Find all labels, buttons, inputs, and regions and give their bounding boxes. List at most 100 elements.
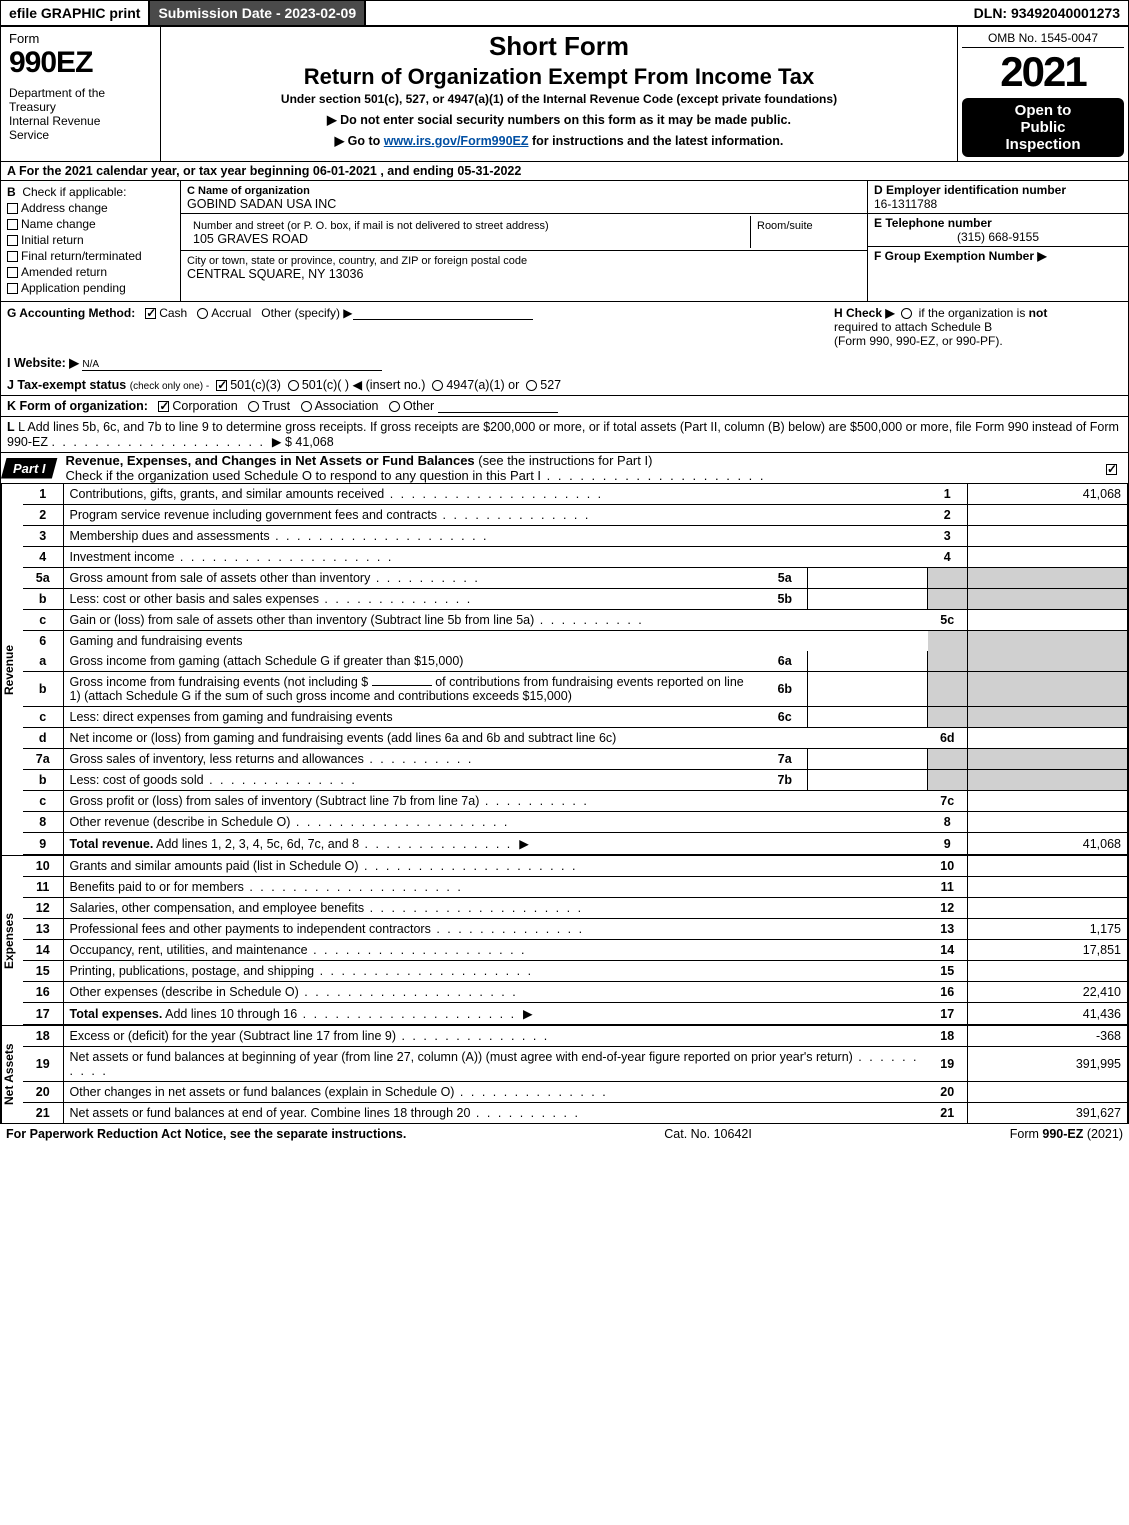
fundraising-amount-field[interactable] (372, 685, 432, 686)
c-street: Number and street (or P. O. box, if mail… (187, 216, 751, 248)
row-9: 9 Total revenue. Add lines 1, 2, 3, 4, 5… (23, 833, 1128, 855)
return-subtitle: Under section 501(c), 527, or 4947(a)(1)… (169, 92, 949, 106)
form-word: Form (9, 31, 152, 46)
top-bar-left: efile GRAPHIC print Submission Date - 20… (1, 1, 366, 25)
chk-4947[interactable] (432, 380, 443, 391)
top-bar: efile GRAPHIC print Submission Date - 20… (0, 0, 1129, 26)
chk-corporation[interactable] (158, 401, 169, 412)
row-12: 12 Salaries, other compensation, and emp… (23, 898, 1128, 919)
row-2: 2 Program service revenue including gove… (23, 505, 1128, 526)
revenue-section: Revenue 1 Contributions, gifts, grants, … (1, 484, 1128, 856)
chk-amended-return[interactable]: Amended return (7, 265, 174, 279)
chk-association[interactable] (301, 401, 312, 412)
row-7a: 7a Gross sales of inventory, less return… (23, 749, 1128, 770)
part1-schedule-o-checkbox[interactable] (1106, 461, 1120, 476)
part1-header: Part I Revenue, Expenses, and Changes in… (1, 452, 1128, 484)
row-14: 14 Occupancy, rent, utilities, and maint… (23, 940, 1128, 961)
header-right: OMB No. 1545-0047 2021 Open toPublicInsp… (958, 27, 1128, 161)
line-j: J Tax-exempt status (check only one) - 5… (1, 374, 1128, 395)
d-ein: D Employer identification number 16-1311… (868, 181, 1128, 214)
row-7b: b Less: cost of goods sold 7b (23, 770, 1128, 791)
line-l: L L Add lines 5b, 6c, and 7b to line 9 t… (1, 417, 1128, 452)
header-left: Form 990EZ Department of theTreasuryInte… (1, 27, 161, 161)
revenue-body: 1 Contributions, gifts, grants, and simi… (23, 484, 1128, 855)
col-b: B Check if applicable: Address change Na… (1, 181, 181, 301)
col-def: D Employer identification number 16-1311… (868, 181, 1128, 301)
row-19: 19 Net assets or fund balances at beginn… (23, 1047, 1128, 1082)
c-name-val: GOBIND SADAN USA INC (187, 197, 336, 211)
c-city-val: CENTRAL SQUARE, NY 13036 (187, 267, 363, 281)
row-5c: c Gain or (loss) from sale of assets oth… (23, 610, 1128, 631)
c-city: City or town, state or province, country… (181, 251, 867, 283)
instruction-1: ▶ Do not enter social security numbers o… (169, 112, 949, 127)
expenses-section: Expenses 10 Grants and similar amounts p… (1, 856, 1128, 1026)
chk-501c[interactable] (288, 380, 299, 391)
page-footer: For Paperwork Reduction Act Notice, see … (0, 1124, 1129, 1144)
form-number: 990EZ (9, 46, 152, 80)
netassets-table: 18 Excess or (deficit) for the year (Sub… (23, 1026, 1128, 1123)
h-label: H Check ▶ (834, 306, 895, 320)
instruction-2: ▶ Go to www.irs.gov/Form990EZ for instru… (169, 133, 949, 148)
i-label: I Website: ▶ (7, 356, 79, 370)
chk-name-change[interactable]: Name change (7, 217, 174, 231)
part1-title: Revenue, Expenses, and Changes in Net As… (66, 453, 475, 468)
row-20: 20 Other changes in net assets or fund b… (23, 1082, 1128, 1103)
chk-cash[interactable] (145, 308, 156, 319)
expenses-table: 10 Grants and similar amounts paid (list… (23, 856, 1128, 1025)
dept-text: Department of theTreasuryInternal Revenu… (9, 86, 152, 142)
omb-number: OMB No. 1545-0047 (962, 31, 1124, 48)
j-label: J Tax-exempt status (7, 378, 126, 392)
chk-trust[interactable] (248, 401, 259, 412)
chk-h[interactable] (901, 308, 912, 319)
row-13: 13 Professional fees and other payments … (23, 919, 1128, 940)
row-8: 8 Other revenue (describe in Schedule O)… (23, 812, 1128, 833)
c-room: Room/suite (751, 216, 861, 248)
c-name-lbl: C Name of organization (187, 185, 310, 197)
e-lbl: E Telephone number (874, 216, 992, 230)
gh-row: G Accounting Method: Cash Accrual Other … (1, 302, 1128, 352)
part1-tab: Part I (1, 458, 58, 479)
submission-date: Submission Date - 2023-02-09 (150, 1, 366, 25)
other-specify-field[interactable] (353, 306, 533, 320)
f-lbl: F Group Exemption Number ▶ (874, 249, 1047, 263)
line-h: H Check ▶ if the organization is not req… (828, 302, 1128, 352)
efile-label: efile GRAPHIC print (1, 1, 150, 25)
line-g: G Accounting Method: Cash Accrual Other … (1, 302, 828, 352)
tax-year: 2021 (962, 48, 1124, 96)
chk-address-change[interactable]: Address change (7, 201, 174, 215)
vtab-revenue: Revenue (1, 484, 23, 855)
dln: DLN: 93492040001273 (966, 1, 1128, 25)
part1-desc: (see the instructions for Part I) (478, 453, 652, 468)
part1-title-wrap: Revenue, Expenses, and Changes in Net As… (66, 453, 766, 483)
website-field[interactable]: N/A (82, 356, 382, 371)
row-6c: c Less: direct expenses from gaming and … (23, 707, 1128, 728)
line-i: I Website: ▶ N/A (1, 352, 1128, 374)
row-11: 11 Benefits paid to or for members 11 (23, 877, 1128, 898)
form-body: Form 990EZ Department of theTreasuryInte… (0, 26, 1129, 1124)
other-org-field[interactable] (438, 399, 558, 413)
c-room-lbl: Room/suite (757, 220, 813, 232)
chk-other[interactable] (389, 401, 400, 412)
vtab-netassets: Net Assets (1, 1026, 23, 1123)
row-5a: 5a Gross amount from sale of assets othe… (23, 568, 1128, 589)
irs-link[interactable]: www.irs.gov/Form990EZ (384, 134, 529, 148)
instr2-post: for instructions and the latest informat… (529, 134, 784, 148)
chk-final-return[interactable]: Final return/terminated (7, 249, 174, 263)
chk-application-pending[interactable]: Application pending (7, 281, 174, 295)
footer-left: For Paperwork Reduction Act Notice, see … (6, 1127, 406, 1141)
return-title: Return of Organization Exempt From Incom… (169, 64, 949, 90)
chk-527[interactable] (526, 380, 537, 391)
c-name: C Name of organization GOBIND SADAN USA … (181, 181, 867, 214)
row-3: 3 Membership dues and assessments 3 (23, 526, 1128, 547)
header-center: Short Form Return of Organization Exempt… (161, 27, 958, 161)
row-17: 17 Total expenses. Add lines 10 through … (23, 1003, 1128, 1025)
f-group: F Group Exemption Number ▶ (868, 247, 1128, 265)
chk-501c3[interactable] (216, 380, 227, 391)
row-6: 6 Gaming and fundraising events (23, 631, 1128, 652)
instr2-pre: ▶ Go to (335, 134, 384, 148)
d-lbl: D Employer identification number (874, 183, 1066, 197)
chk-accrual[interactable] (197, 308, 208, 319)
netassets-body: 18 Excess or (deficit) for the year (Sub… (23, 1026, 1128, 1123)
chk-initial-return[interactable]: Initial return (7, 233, 174, 247)
row-4: 4 Investment income 4 (23, 547, 1128, 568)
